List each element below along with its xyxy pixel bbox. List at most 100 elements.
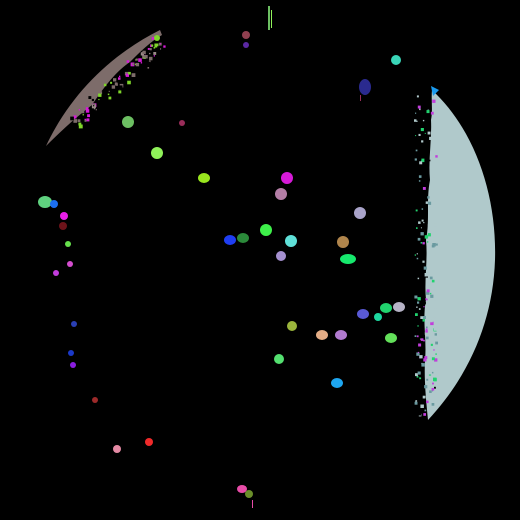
speckle — [422, 242, 425, 245]
speckle — [434, 307, 437, 310]
speckle — [421, 219, 424, 222]
speckle — [432, 126, 435, 129]
color-blob — [287, 321, 297, 331]
speckle — [429, 136, 433, 140]
speckle — [419, 377, 422, 380]
speckle — [144, 55, 148, 59]
speckle — [433, 396, 437, 400]
speckle — [91, 98, 94, 102]
speckle — [424, 332, 428, 335]
speckle — [134, 63, 137, 66]
color-blob — [59, 222, 67, 230]
speckle — [425, 298, 428, 301]
speckle — [98, 93, 102, 97]
speckle — [426, 291, 430, 295]
speckle — [420, 338, 422, 340]
speckle — [128, 76, 130, 78]
speckle — [414, 295, 418, 299]
speckle — [427, 196, 430, 199]
speckle — [426, 289, 430, 293]
speckle — [108, 90, 110, 92]
speckle — [431, 371, 434, 374]
speckle — [416, 306, 418, 308]
speckle — [82, 114, 84, 116]
speckle — [434, 386, 436, 389]
speckle — [417, 297, 421, 301]
speckle — [85, 109, 90, 113]
speckle — [140, 62, 143, 64]
speckle — [432, 99, 436, 103]
color-blob — [198, 173, 210, 183]
speckle — [427, 241, 429, 243]
speckle — [417, 277, 420, 280]
speckle — [426, 110, 430, 114]
brown-crescent — [46, 30, 162, 146]
speckle — [416, 335, 419, 338]
speckle — [429, 292, 432, 295]
speckle — [433, 377, 437, 382]
speckle — [93, 108, 96, 110]
speckle — [85, 107, 89, 110]
speckle — [433, 316, 436, 319]
speckle — [420, 128, 424, 132]
speckle — [426, 296, 429, 299]
speckle — [420, 227, 422, 229]
color-blob — [385, 333, 397, 343]
speckle — [430, 343, 433, 346]
speckle — [426, 326, 428, 329]
speckle — [142, 50, 146, 55]
speckle — [421, 208, 424, 210]
speckle — [418, 343, 422, 347]
speckle — [149, 48, 152, 51]
speckle — [125, 73, 129, 77]
speckle — [138, 58, 142, 62]
speckle — [434, 333, 437, 336]
speckle — [424, 409, 427, 412]
speckle — [80, 109, 85, 114]
speckle — [78, 122, 82, 126]
speckle — [148, 61, 151, 64]
color-blob — [260, 224, 272, 236]
speckle — [110, 81, 113, 84]
speckle — [417, 105, 421, 109]
speckle — [435, 243, 438, 246]
speckle — [421, 363, 425, 367]
pale-blue-crescent-speckle — [414, 95, 438, 417]
color-blob — [237, 485, 247, 493]
speckle — [78, 124, 83, 129]
speckle — [415, 144, 418, 147]
speckle — [422, 316, 426, 319]
speckle — [95, 109, 97, 111]
speckle — [416, 375, 419, 378]
color-blob — [245, 490, 253, 498]
speckle — [98, 98, 100, 101]
speckle — [113, 78, 117, 82]
blob-trail — [252, 500, 253, 508]
speckle — [427, 233, 431, 237]
speckle — [142, 63, 145, 67]
speckle — [149, 56, 153, 61]
speckle — [419, 355, 423, 359]
speckle — [417, 237, 421, 241]
speckle — [415, 373, 418, 377]
color-blob — [151, 147, 163, 159]
speckle — [418, 180, 421, 182]
speckle — [126, 60, 130, 63]
speckle — [414, 335, 417, 337]
speckle — [432, 243, 436, 247]
speckle — [66, 113, 70, 116]
speckle — [423, 339, 425, 342]
speckle — [420, 224, 423, 227]
speckle — [119, 75, 121, 77]
speckle — [431, 390, 434, 392]
speckle — [154, 43, 159, 48]
color-blob — [354, 207, 366, 219]
speckle — [431, 320, 433, 322]
speckle — [435, 353, 437, 355]
speckle — [427, 131, 431, 135]
speckle — [416, 227, 418, 229]
speckle — [422, 395, 426, 399]
speckle — [415, 318, 418, 322]
speckle — [160, 48, 162, 50]
speckle — [434, 327, 438, 331]
